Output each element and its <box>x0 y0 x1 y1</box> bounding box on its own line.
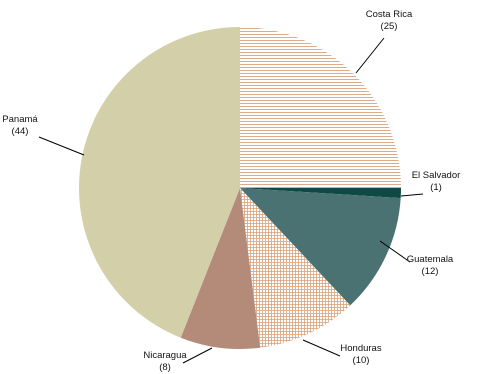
pie-slice-guatemala <box>240 188 401 306</box>
pie-slice-el-salvador <box>240 188 401 199</box>
slice-value-el-salvador: (1) <box>430 182 442 193</box>
leader-line-costa-rica <box>355 37 385 74</box>
leader-line-honduras <box>302 339 341 357</box>
pie-slice-costa-rica <box>240 27 401 188</box>
leader-line-nicaragua <box>182 347 213 364</box>
slice-label-panama: Panamá <box>2 114 38 125</box>
slice-label-el-salvador: El Salvador <box>412 170 461 181</box>
pie-slice-panama <box>78 27 240 338</box>
slice-value-nicaragua: (8) <box>159 362 171 373</box>
slice-label-nicaragua: Nicaragua <box>143 350 187 361</box>
slice-value-costa-rica: (25) <box>381 21 398 32</box>
pie-slice-honduras <box>240 188 351 348</box>
slice-label-costa-rica: Costa Rica <box>366 9 413 20</box>
leader-line-guatemala <box>379 240 411 263</box>
slice-value-honduras: (10) <box>353 355 370 366</box>
leader-line-el-salvador <box>400 193 424 197</box>
slice-label-guatemala: Guatemala <box>407 254 454 265</box>
slice-label-honduras: Honduras <box>340 343 381 354</box>
leader-line-panama <box>38 136 85 156</box>
pie-slice-nicaragua <box>180 188 261 349</box>
slice-value-panama: (44) <box>12 126 29 137</box>
slice-value-guatemala: (12) <box>422 266 439 277</box>
